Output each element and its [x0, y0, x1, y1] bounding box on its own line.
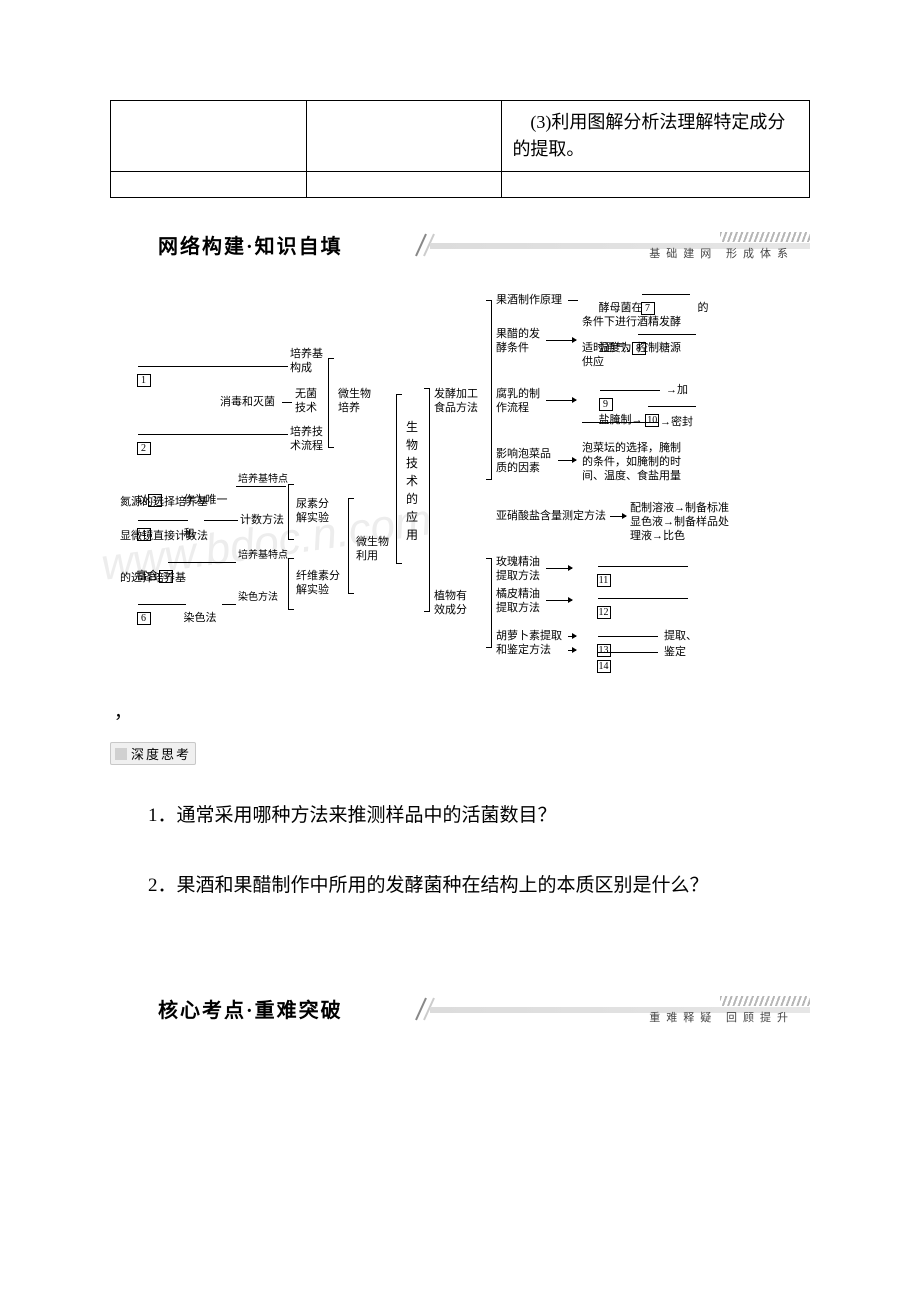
- table-cell: [111, 101, 307, 172]
- diagram-label: 培养基特点: [238, 550, 288, 563]
- blank-box-1: 1: [137, 374, 151, 387]
- diagram-label: 氮源的选择培养基: [120, 496, 208, 510]
- diagram-line: [168, 562, 236, 563]
- diagram-label: 提取、: [664, 630, 697, 644]
- diagram-label: 培养技 术流程: [290, 426, 323, 454]
- diagram-line: [642, 294, 690, 295]
- diagram-label: 植物有 效成分: [434, 590, 467, 618]
- diagram-line: [282, 402, 292, 403]
- diagram-label: 纤维素分 解实验: [296, 570, 340, 598]
- diagram-line: [600, 390, 660, 391]
- diagram-label: 玫瑰精油 提取方法: [496, 556, 540, 584]
- table-cell: [306, 172, 502, 198]
- table-cell: [111, 172, 307, 198]
- banner-subtitle: 基础建网 形成体系: [649, 245, 794, 261]
- top-table: (3)利用图解分析法理解特定成分的提取。: [110, 100, 810, 198]
- banner-title: 核心考点·重难突破: [158, 994, 343, 1023]
- diagram-line: [138, 604, 186, 605]
- blank-box-2: 2: [137, 442, 151, 455]
- diagram-label: 计数方法: [240, 514, 284, 528]
- diagram-brace: [288, 558, 294, 610]
- diagram-label: 发酵加工 食品方法: [434, 388, 478, 416]
- diagram-label: 腐乳的制 作流程: [496, 388, 540, 416]
- diagram-label: 显微镜直接计数法: [120, 530, 208, 544]
- diagram-line: [138, 366, 288, 367]
- banner-hatch: [720, 232, 810, 242]
- diagram-line: [598, 652, 658, 653]
- table-cell: [306, 101, 502, 172]
- diagram-line: [598, 598, 688, 599]
- blank-box-14: 14: [597, 660, 611, 673]
- diagram-brace: [396, 394, 402, 564]
- question-1: 1．通常采用哪种方法来推测样品中的活菌数目？: [110, 801, 810, 831]
- diagram-line: [582, 422, 658, 423]
- diagram-line: [638, 334, 696, 335]
- diagram-brace: [424, 388, 430, 612]
- banner-subtitle: 重难释疑 回顾提升: [649, 1009, 794, 1025]
- diagram-arrow: [546, 400, 576, 401]
- diagram-label: 果醋的发 酵条件: [496, 328, 540, 356]
- table-cell: [502, 172, 810, 198]
- diagram-brace: [486, 300, 492, 480]
- diagram-label: 影响泡菜品 质的因素: [496, 448, 551, 476]
- diagram-arrow: [610, 516, 626, 517]
- diagram-line: [138, 520, 188, 521]
- diagram-arrow: [568, 650, 576, 651]
- diagram-label: 尿素分 解实验: [296, 498, 329, 526]
- diagram-center: 生 物 技 术 的 应 用: [406, 418, 418, 544]
- diagram-line: [598, 566, 688, 567]
- diagram-arrow: [546, 600, 572, 601]
- diagram-arrow: [546, 568, 572, 569]
- banner-hatch: [720, 996, 810, 1006]
- diagram-brace: [486, 558, 492, 648]
- diagram-arrow: [568, 636, 576, 637]
- diagram-label: 泡菜坛的选择，腌制 的条件，如腌制的时 间、温度、食盐用量: [582, 442, 681, 483]
- question-2: 2．果酒和果醋制作中所用的发酵菌种在结构上的本质区别是什么？: [110, 871, 810, 901]
- section-banner-core: 核心考点·重难突破 重难释疑 回顾提升: [110, 992, 810, 1028]
- diagram-label: 果酒制作原理: [496, 294, 562, 308]
- diagram-brace: [288, 484, 294, 540]
- stray-comma: ，: [114, 698, 810, 724]
- diagram-label: 橘皮精油 提取方法: [496, 588, 540, 616]
- diagram-brace: [348, 498, 354, 594]
- diagram-label: 染色方法: [238, 592, 278, 605]
- table-cell: (3)利用图解分析法理解特定成分的提取。: [502, 101, 810, 172]
- diagram-label: 培养基特点: [238, 474, 288, 487]
- diagram-label: 无菌 技术: [295, 388, 317, 416]
- diagram-line: [648, 406, 696, 407]
- blank-box-7: 7: [641, 302, 655, 315]
- diagram-line: [204, 520, 238, 521]
- diagram-line: [222, 604, 236, 605]
- blank-box-11: 11: [597, 574, 611, 587]
- diagram-label: 鉴定: [664, 646, 686, 660]
- diagram-label: 亚硝酸盐含量测定方法: [496, 510, 606, 524]
- diagram-line: [138, 434, 288, 435]
- diagram-label: 配制溶液→制备标准 显色液→制备样品处 理液→比色: [630, 502, 729, 543]
- diagram-arrow: [558, 460, 576, 461]
- diagram-label: 的选择培养基: [120, 572, 186, 586]
- blank-box-6: 6: [137, 612, 151, 625]
- diagram-label: →密封: [660, 416, 693, 430]
- blank-box-12: 12: [597, 606, 611, 619]
- diagram-arrow: [546, 340, 576, 341]
- banner-title: 网络构建·知识自填: [158, 230, 343, 259]
- diagram-label: 胡萝卜素提取 和鉴定方法: [496, 630, 562, 658]
- diagram-line: [568, 300, 578, 301]
- diagram-brace: [328, 358, 334, 448]
- concept-diagram: www.bdoc.n.com 1 培养基 构成 消毒和灭菌 无菌 技术 2 培养…: [120, 288, 800, 688]
- square-icon: [115, 748, 127, 760]
- diagram-label: →加: [666, 384, 688, 398]
- section-banner-network: 网络构建·知识自填 基础建网 形成体系: [110, 228, 810, 264]
- diagram-label: 培养基 构成: [290, 348, 323, 376]
- diagram-label: 微生物 利用: [356, 536, 389, 564]
- deep-think-label: 深度思考: [131, 744, 191, 763]
- diagram-label: 适时通气、控制糖源 供应: [582, 342, 681, 370]
- diagram-label: 消毒和灭菌: [220, 396, 275, 410]
- diagram-line: [598, 636, 658, 637]
- diagram-label: 微生物 培养: [338, 388, 371, 416]
- deep-think-badge: 深度思考: [110, 742, 196, 765]
- questions-block: 1．通常采用哪种方法来推测样品中的活菌数目？ 2．果酒和果醋制作中所用的发酵菌种…: [110, 801, 810, 902]
